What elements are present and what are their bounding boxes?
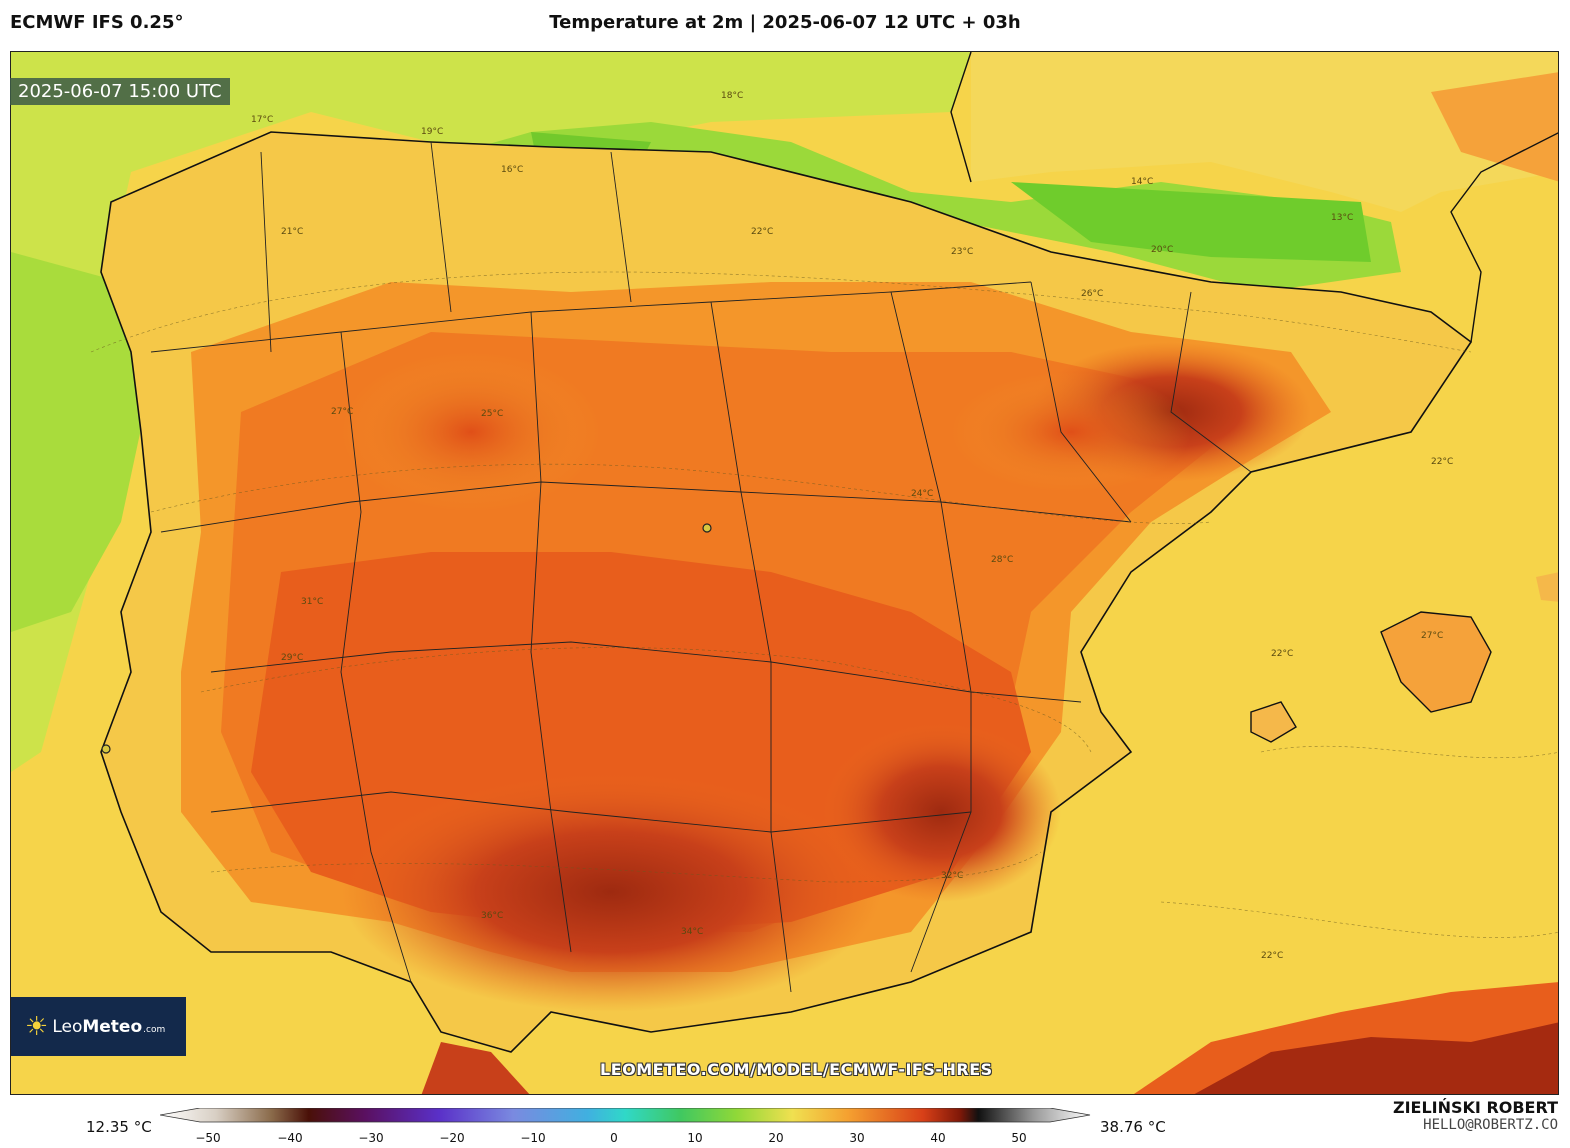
colorbar-max-value: 38.76 °C [1100,1118,1166,1136]
isotherm-label: 18°C [721,91,743,101]
isotherm-label: 22°C [1261,951,1283,961]
lisbon-marker [101,744,111,754]
author-email[interactable]: HELLO@ROBERTZ.CO [1423,1117,1558,1133]
colorbar: −50 −40 −30 −20 −10 0 10 20 30 40 50 [160,1108,1091,1145]
isotherm-label: 28°C [991,555,1013,565]
isotherm-label: 25°C [481,409,503,419]
colorbar-tick: −10 [520,1131,545,1145]
menorca [1536,572,1558,602]
isotherm-label: 23°C [951,247,973,257]
isotherm-label: 24°C [911,489,933,499]
isotherm-label: 31°C [301,597,323,607]
isotherm-label: 20°C [1151,245,1173,255]
colorbar-tick: −30 [358,1131,383,1145]
isotherm-labels: 18°C 19°C 17°C 16°C 21°C 22°C 23°C 25°C … [251,91,1453,961]
isotherm-label: 17°C [251,115,273,125]
guadalquivir-hot-spot [341,772,881,1012]
colorbar-min-value: 12.35 °C [86,1118,152,1136]
isotherm-label: 27°C [331,407,353,417]
isotherm-label: 22°C [1271,649,1293,659]
province-borders [150,141,1252,993]
isotherm-label: 22°C [1431,457,1453,467]
isotherm-label: 32°C [941,871,963,881]
isotherm-label: 27°C [1421,631,1443,641]
source-url-watermark: LEOMETEO.COM/MODEL/ECMWF-IFS-HRES [600,1060,993,1079]
valid-time-badge: 2025-06-07 15:00 UTC [10,78,230,105]
isotherm-label: 29°C [281,653,303,663]
colorbar-tick: 0 [610,1131,618,1145]
isotherm-label: 19°C [421,127,443,137]
model-name: ECMWF IFS 0.25° [10,12,184,33]
leometeo-logo[interactable]: ☀ LeoMeteo.com [11,997,186,1056]
colorbar-tick: −20 [439,1131,464,1145]
colorbar-tick: −50 [195,1131,220,1145]
colorbar-tick: 20 [768,1131,783,1145]
map-canvas: 18°C 19°C 17°C 16°C 21°C 22°C 23°C 25°C … [11,52,1558,1094]
isotherm-label: 13°C [1331,213,1353,223]
colorbar-tick: 30 [849,1131,864,1145]
isotherm-label: 34°C [681,927,703,937]
temperature-map[interactable]: 18°C 19°C 17°C 16°C 21°C 22°C 23°C 25°C … [10,51,1559,1095]
sun-icon: ☀ [25,1011,49,1042]
mallorca [1381,612,1491,712]
author-credit: ZIELIŃSKI ROBERT HELLO@ROBERTZ.CO [1393,1098,1558,1133]
isotherm-label: 36°C [481,911,503,921]
isotherm-label: 22°C [751,227,773,237]
isotherm-label: 26°C [1081,289,1103,299]
colorbar-tick: 40 [930,1131,945,1145]
atlantic-cool-area [11,52,971,772]
author-name: ZIELIŃSKI ROBERT [1392,1098,1558,1117]
coastline [100,131,1473,1053]
isotherm-label: 14°C [1131,177,1153,187]
colorbar-tick: 10 [687,1131,702,1145]
ibiza [1251,702,1296,742]
chart-title: Temperature at 2m | 2025-06-07 12 UTC + … [549,12,1021,33]
madrid-marker [702,523,712,533]
isotherm-label: 21°C [281,227,303,237]
colorbar-tick: 50 [1011,1131,1026,1145]
colorbar-tick: −40 [277,1131,302,1145]
isotherms [90,271,1558,938]
isotherm-label: 16°C [501,165,523,175]
